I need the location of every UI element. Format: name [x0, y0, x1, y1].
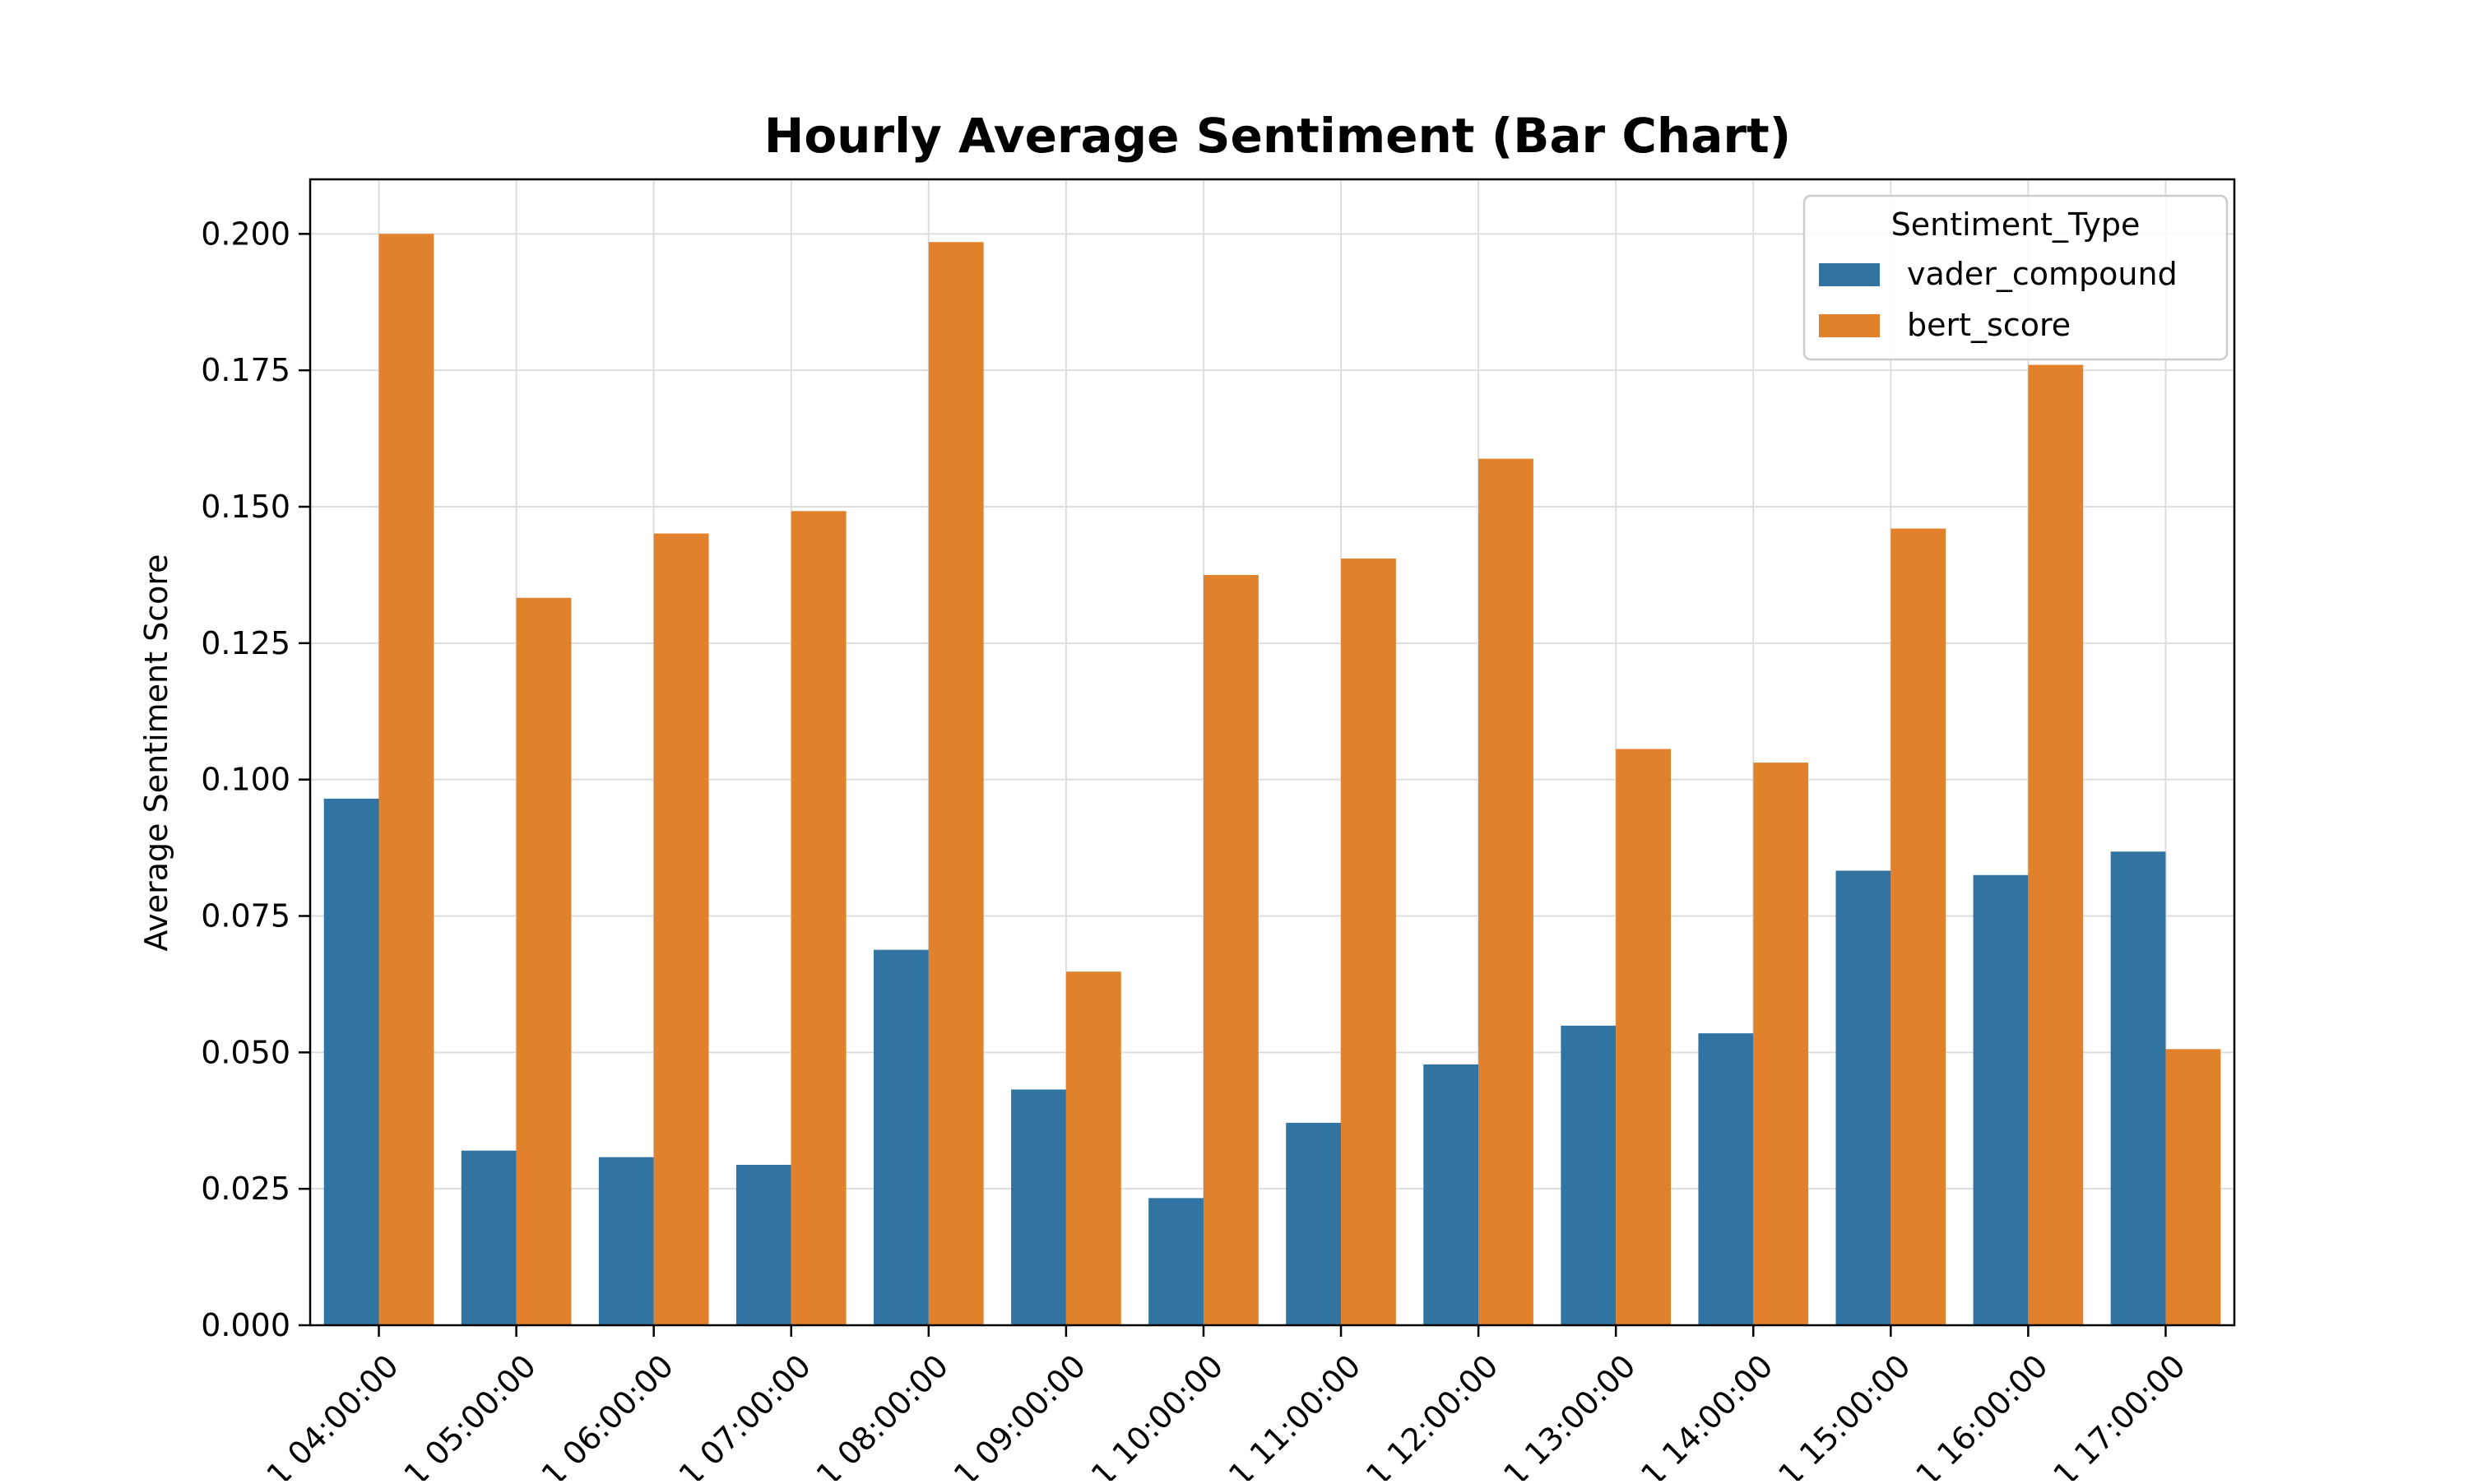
bar-bert-score [1341, 559, 1396, 1325]
legend-label-vader-compound: vader_compound [1907, 256, 2178, 292]
bar-bert-score [378, 234, 434, 1325]
x-tick-label: 1 06:00:00 [535, 1347, 680, 1481]
x-tick-label: 1 04:00:00 [259, 1347, 405, 1481]
bar-vader-compound [1423, 1064, 1479, 1325]
bar-bert-score [1616, 749, 1672, 1325]
x-tick-label: 1 08:00:00 [810, 1347, 955, 1481]
x-tick-label: 1 15:00:00 [1771, 1347, 1917, 1481]
y-axis-label: Average Sentiment Score [138, 554, 174, 951]
bar-bert-score [928, 242, 984, 1325]
x-tick-label: 1 12:00:00 [1359, 1347, 1505, 1481]
bar-bert-score [2028, 364, 2084, 1325]
bar-bert-score [1890, 528, 1946, 1325]
bar-vader-compound [1148, 1198, 1204, 1325]
y-tick-label: 0.000 [201, 1307, 290, 1343]
y-tick-label: 0.125 [201, 625, 290, 661]
bar-bert-score [516, 597, 572, 1325]
x-tick-label: 1 11:00:00 [1222, 1347, 1367, 1481]
bar-vader-compound [1286, 1122, 1342, 1325]
bar-vader-compound [323, 798, 379, 1325]
legend: Sentiment_Type vader_compound bert_score [1802, 194, 2229, 361]
bar-bert-score [1065, 972, 1121, 1325]
y-tick-label: 0.025 [201, 1171, 290, 1207]
legend-title: Sentiment_Type [1891, 206, 2141, 243]
y-tick-label: 0.200 [201, 216, 290, 252]
plot-frame [308, 178, 2236, 1327]
bar-vader-compound [2110, 851, 2166, 1325]
bar-vader-compound [873, 949, 929, 1325]
bar-vader-compound [1561, 1025, 1617, 1325]
y-tick-label: 0.075 [201, 898, 290, 934]
bar-bert-score [791, 511, 847, 1325]
x-tick-label: 1 07:00:00 [672, 1347, 818, 1481]
bars [323, 234, 2221, 1325]
bar-vader-compound [1973, 874, 2029, 1325]
bar-vader-compound [1835, 870, 1891, 1325]
bar-vader-compound [1011, 1089, 1066, 1325]
legend-swatch-vader-compound [1819, 263, 1880, 286]
x-tick-label: 1 09:00:00 [947, 1347, 1093, 1481]
bar-bert-score [2165, 1049, 2221, 1325]
x-tick-label: 1 14:00:00 [1634, 1347, 1779, 1481]
chart-title: Hourly Average Sentiment (Bar Chart) [764, 108, 1791, 164]
y-tick-label: 0.150 [201, 489, 290, 525]
x-tick-label: 1 10:00:00 [1084, 1347, 1230, 1481]
y-tick-label: 0.175 [201, 352, 290, 388]
bar-vader-compound [598, 1157, 654, 1325]
x-tick-label: 1 16:00:00 [1909, 1347, 2054, 1481]
legend-box [1802, 194, 2229, 361]
x-tick-label: 1 05:00:00 [397, 1347, 543, 1481]
legend-swatch-bert-score [1819, 314, 1880, 337]
x-tick-label: 1 13:00:00 [1496, 1347, 1642, 1481]
bar-bert-score [1753, 763, 1809, 1325]
bar-bert-score [1478, 458, 1533, 1325]
y-tick-label: 0.100 [201, 762, 290, 798]
x-tick-label: 1 17:00:00 [2046, 1347, 2192, 1481]
bar-vader-compound [1698, 1033, 1754, 1325]
bar-bert-score [653, 533, 709, 1325]
bar-vader-compound [735, 1164, 791, 1325]
y-tick-label: 0.050 [201, 1034, 290, 1070]
bar-bert-score [1203, 574, 1259, 1325]
bar-vader-compound [461, 1150, 517, 1325]
legend-label-bert-score: bert_score [1907, 307, 2071, 343]
